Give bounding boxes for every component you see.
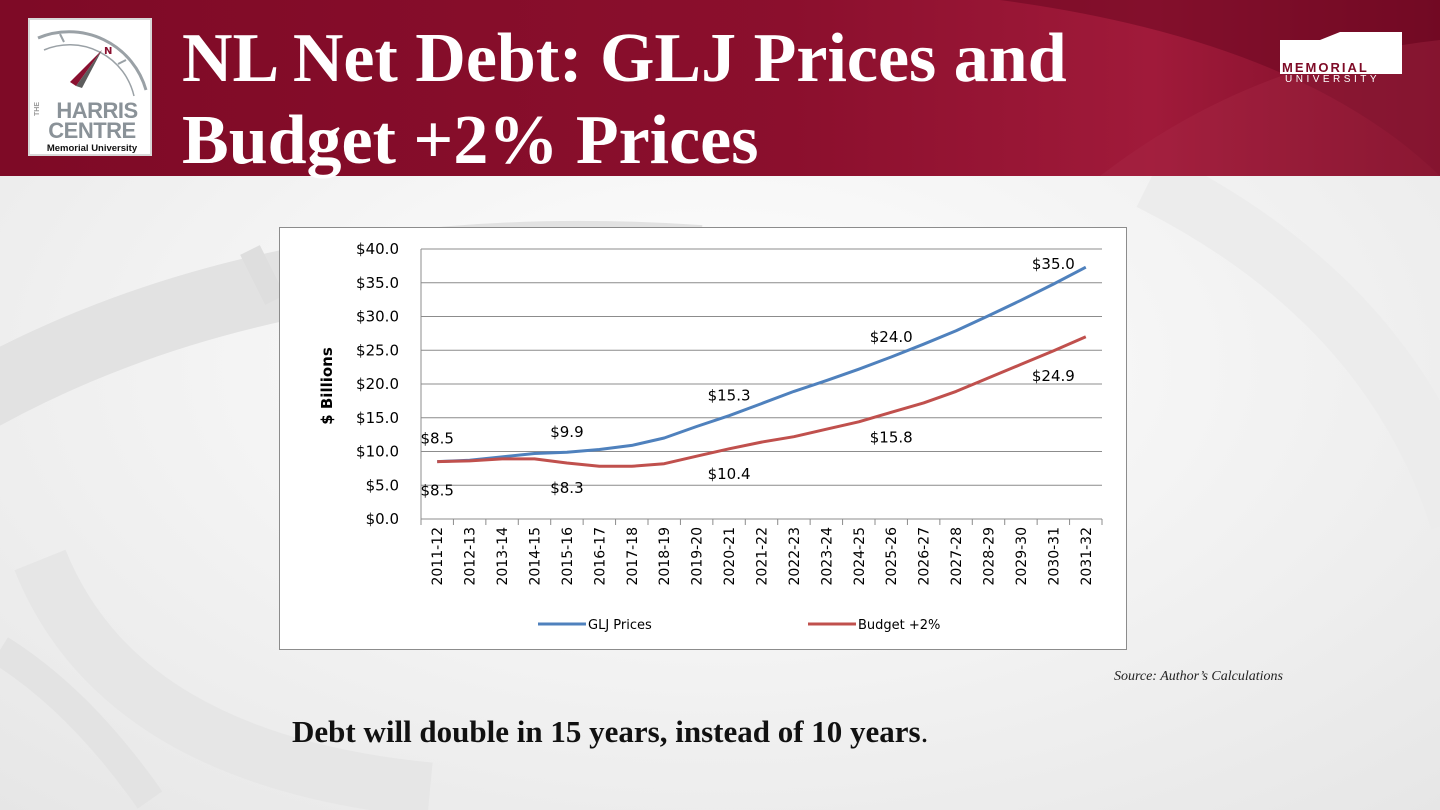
series-line-glj-prices <box>437 265 1087 464</box>
x-tick-label: 2031-32 <box>1079 527 1095 586</box>
data-label: $8.5 <box>421 482 454 500</box>
page-title: NL Net Debt: GLJ Prices and Budget +2% P… <box>182 20 1067 179</box>
university-logo-line2: UNIVERSITY <box>1285 74 1381 85</box>
memorial-university-logo <box>1280 32 1402 74</box>
logo-the-text: THE <box>34 102 41 116</box>
x-tick-label: 2028-29 <box>982 527 998 586</box>
university-logo-line1: MEMORIAL <box>1282 60 1369 75</box>
x-tick-label: 2021-22 <box>755 527 771 586</box>
y-axis-label: $ Billions <box>318 347 336 425</box>
y-tick-label: $15.0 <box>356 409 399 427</box>
data-labels: $8.5 $9.9 $15.3 $24.0 $35.0 $8.5 $8.3 $10.4 $15.… <box>421 255 1075 500</box>
x-tick-labels: 2011-12 2012-13 2013-14 2014-15 2015-16 2016-… <box>430 527 1095 586</box>
y-tick-label: $0.0 <box>366 510 399 528</box>
y-tick-label: $20.0 <box>356 375 399 393</box>
logo-org-text: Memorial University <box>46 143 138 154</box>
legend-label: Budget +2% <box>858 618 940 633</box>
series-lines <box>437 265 1087 468</box>
x-tick-label: 2016-17 <box>592 527 608 586</box>
series-line-budget-plus-2 <box>437 335 1087 468</box>
x-tick-label: 2029-30 <box>1014 527 1030 586</box>
data-label: $10.4 <box>708 465 751 483</box>
x-tick-label: 2015-16 <box>560 527 576 586</box>
y-tick-label: $35.0 <box>356 274 399 292</box>
harris-centre-logo: N THE HARRIS CENTRE Memorial University <box>28 18 152 156</box>
y-tick-label: $10.0 <box>356 443 399 461</box>
x-tick-label: 2023-24 <box>819 527 835 586</box>
x-tick-label: 2014-15 <box>528 527 544 586</box>
x-tick-label: 2024-25 <box>852 527 868 586</box>
y-tick-label: $5.0 <box>366 476 399 494</box>
x-tick-label: 2011-12 <box>430 527 446 586</box>
logo-harris-text: HARRIS <box>56 98 138 123</box>
x-tick-label: 2017-18 <box>625 527 641 586</box>
x-tick-label: 2030-31 <box>1046 527 1062 586</box>
y-tick-label: $40.0 <box>356 240 399 258</box>
grid-lines <box>421 248 1102 520</box>
x-tick-label: 2026-27 <box>917 527 933 586</box>
logo-centre-text: CENTRE <box>48 118 136 143</box>
data-label: $24.0 <box>870 328 913 346</box>
data-label: $15.3 <box>708 387 751 405</box>
data-label: $35.0 <box>1032 255 1075 273</box>
data-label: $24.9 <box>1032 367 1075 385</box>
caption: Debt will double in 15 years, instead of… <box>292 714 1192 750</box>
data-label: $15.8 <box>870 428 913 446</box>
x-axis <box>420 249 1103 525</box>
y-tick-label: $25.0 <box>356 341 399 359</box>
y-tick-labels: $0.0 $5.0 $10.0 $15.0 $20.0 $25.0 $30.0 $35.0 $4… <box>356 240 399 528</box>
chart-canvas: $0.0 $5.0 $10.0 $15.0 $20.0 $25.0 $30.0 $35.0 $4… <box>318 240 1103 633</box>
debt-line-chart: $0.0 $5.0 $10.0 $15.0 $20.0 $25.0 $30.0 $35.0 $4… <box>279 227 1127 650</box>
x-tick-label: 2013-14 <box>495 527 511 586</box>
data-label: $8.5 <box>421 430 454 448</box>
x-tick-label: 2018-19 <box>657 527 673 586</box>
x-tick-label: 2025-26 <box>884 527 900 586</box>
caption-period: . <box>920 714 929 749</box>
y-tick-label: $30.0 <box>356 308 399 326</box>
x-tick-label: 2019-20 <box>690 527 706 586</box>
x-tick-label: 2027-28 <box>949 527 965 586</box>
x-tick-label: 2012-13 <box>463 527 479 586</box>
caption-text: Debt will double in 15 years, instead of… <box>292 714 921 749</box>
legend-label: GLJ Prices <box>588 618 652 633</box>
compass-icon: N <box>37 30 148 97</box>
x-tick-label: 2020-21 <box>722 527 738 586</box>
x-tick-label: 2022-23 <box>787 527 803 586</box>
chart-legend: GLJ Prices Budget +2% <box>538 618 940 633</box>
data-label: $9.9 <box>550 423 583 441</box>
svg-text:N: N <box>104 46 112 57</box>
source-note: Source: Author’s Calculations <box>1113 669 1283 684</box>
data-label: $8.3 <box>550 479 583 497</box>
